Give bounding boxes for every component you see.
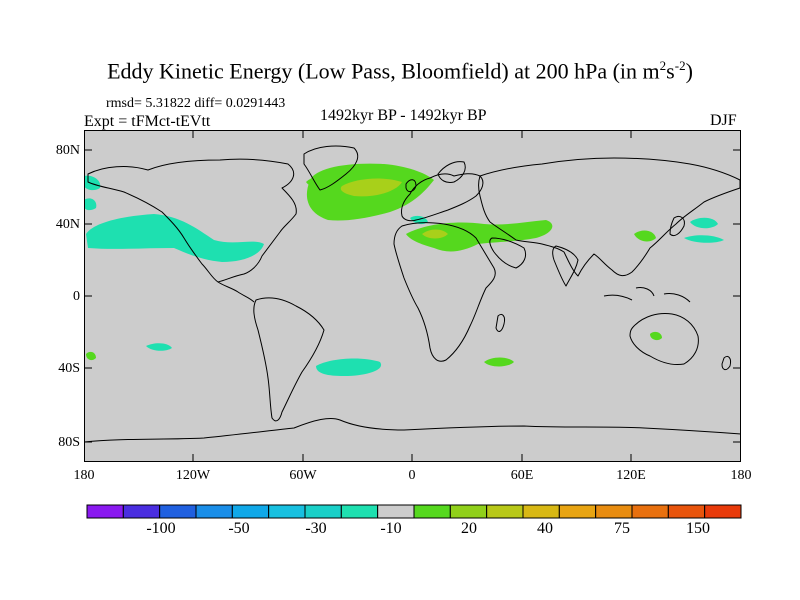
- subtropical-jet-core-patch: [422, 229, 448, 239]
- lon-label-60w: 60W: [289, 468, 317, 483]
- north-pacific-negative-patch: [86, 214, 264, 262]
- colorbar-label: 150: [686, 520, 710, 537]
- colorbar-box: [558, 504, 597, 519]
- coast-scandinavia: [437, 161, 466, 183]
- subtropical-jet-positive-patch: [406, 220, 553, 252]
- colorbar-box: [340, 504, 379, 519]
- lon-label-120e: 120E: [616, 468, 646, 483]
- colorbar-box: [268, 504, 306, 519]
- colorbar-box: [667, 504, 706, 519]
- lon-label-60e: 60E: [510, 468, 534, 483]
- colorbar-label: -10: [380, 520, 402, 537]
- coast-central-america: [217, 281, 255, 303]
- colorbar-box: [122, 504, 161, 519]
- west-pacific-positive-patch: [634, 230, 656, 242]
- coast-asia: [478, 157, 741, 277]
- colorbar-label: 75: [614, 520, 630, 537]
- lon-label-180e: 180: [730, 468, 752, 483]
- season-label: DJF: [710, 112, 737, 129]
- coast-south-america: [253, 297, 325, 422]
- coast-india: [552, 245, 579, 287]
- lat-label-0: 0: [73, 289, 80, 304]
- lat-label-40s: 40S: [58, 361, 80, 376]
- colorbar-box: [449, 504, 488, 519]
- colorbar-box: [304, 504, 342, 519]
- coast-arabia: [489, 237, 527, 269]
- colorbar-box: [595, 504, 633, 519]
- colorbar-box: [413, 504, 451, 519]
- plot-title: Eddy Kinetic Energy (Low Pass, Bloomfiel…: [107, 58, 693, 84]
- coast-new-zealand: [721, 355, 731, 371]
- colorbar: [86, 504, 742, 519]
- coast-indonesia: [603, 287, 691, 303]
- colorbar-label: -30: [305, 520, 327, 537]
- colorbar-box: [86, 504, 124, 519]
- colorbar-box: [486, 504, 524, 519]
- colorbar-box: [704, 504, 742, 519]
- experiment-label: Expt = tFMct-tEVtt: [84, 113, 211, 130]
- world-map: [84, 130, 741, 462]
- map-frame: [84, 130, 741, 462]
- coastlines: [84, 145, 741, 443]
- axis-ticks: [84, 130, 741, 462]
- south-pacific-west-positive-patch: [86, 351, 96, 361]
- coast-antarctica: [84, 417, 741, 443]
- coast-north-america: [87, 158, 297, 283]
- north-atlantic-core-patch: [340, 178, 402, 197]
- north-pacific-edge-patch-2: [84, 198, 97, 211]
- colorbar-box: [231, 504, 270, 519]
- lat-label-80s: 80S: [58, 435, 80, 450]
- coast-uk: [405, 179, 417, 193]
- coast-africa: [393, 222, 496, 362]
- colorbar-label: 20: [461, 520, 477, 537]
- colorbar-box: [631, 504, 669, 519]
- lat-label-80n: 80N: [55, 143, 80, 158]
- coast-madagascar: [495, 313, 505, 332]
- lon-label-120w: 120W: [175, 468, 211, 483]
- south-atlantic-negative-patch: [316, 358, 382, 376]
- japan-negative-patch: [690, 217, 718, 229]
- lon-label-180w: 180: [73, 468, 95, 483]
- colorbar-label: 40: [537, 520, 553, 537]
- lat-label-40n: 40N: [55, 217, 80, 232]
- coast-greenland: [303, 145, 359, 191]
- colorbar-box: [377, 504, 415, 519]
- colorbar-box: [159, 504, 197, 519]
- colorbar-label: -100: [146, 520, 176, 537]
- coast-japan: [669, 215, 685, 237]
- australia-positive-patch: [650, 331, 662, 341]
- south-pacific-negative-patch: [146, 343, 172, 351]
- west-pacific-negative-patch: [684, 235, 724, 243]
- lon-label-0: 0: [408, 468, 416, 483]
- period-label: 1492kyr BP - 1492kyr BP: [320, 107, 487, 124]
- south-indian-positive-patch: [484, 357, 514, 367]
- coast-australia: [629, 313, 699, 365]
- colorbar-box: [522, 504, 560, 519]
- colorbar-label: -50: [228, 520, 250, 537]
- rmsd-diff-stats: rmsd= 5.31822 diff= 0.0291443: [106, 96, 286, 111]
- colorbar-box: [195, 504, 233, 519]
